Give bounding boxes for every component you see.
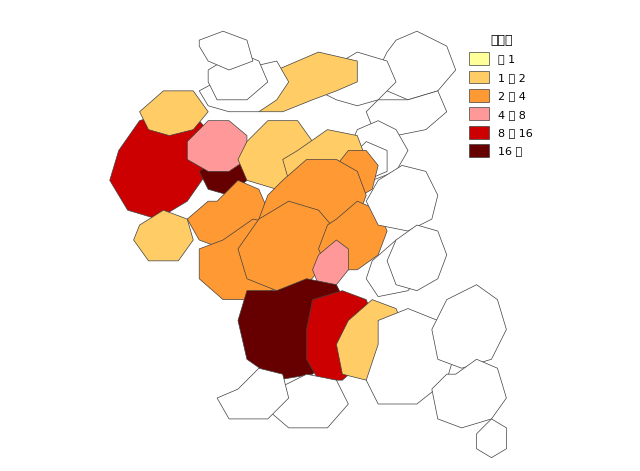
Polygon shape	[366, 165, 438, 231]
Polygon shape	[199, 219, 298, 300]
Polygon shape	[188, 180, 268, 249]
Polygon shape	[140, 91, 208, 136]
Polygon shape	[366, 309, 456, 404]
Polygon shape	[348, 142, 387, 180]
Polygon shape	[432, 359, 506, 428]
Polygon shape	[134, 210, 193, 261]
Polygon shape	[319, 52, 396, 106]
Polygon shape	[238, 121, 312, 189]
Polygon shape	[253, 52, 357, 112]
Polygon shape	[199, 151, 247, 195]
Polygon shape	[328, 151, 378, 201]
Polygon shape	[387, 225, 447, 291]
Polygon shape	[238, 201, 337, 291]
Polygon shape	[268, 374, 348, 428]
Polygon shape	[337, 300, 408, 380]
Polygon shape	[259, 160, 366, 249]
Polygon shape	[199, 31, 253, 70]
Polygon shape	[307, 291, 378, 380]
Polygon shape	[208, 52, 268, 100]
Polygon shape	[348, 121, 408, 180]
Polygon shape	[238, 279, 348, 380]
Polygon shape	[283, 130, 366, 195]
Polygon shape	[366, 240, 426, 297]
Polygon shape	[378, 31, 456, 100]
Polygon shape	[109, 112, 217, 219]
Polygon shape	[188, 121, 247, 171]
Polygon shape	[312, 240, 348, 284]
Polygon shape	[217, 368, 289, 419]
Legend: ～ 1, 1 ～ 2, 2 ～ 4, 4 ～ 8, 8 ～ 16, 16 ～: ～ 1, 1 ～ 2, 2 ～ 4, 4 ～ 8, 8 ～ 16, 16 ～	[466, 30, 536, 160]
Polygon shape	[477, 419, 506, 458]
Polygon shape	[432, 284, 506, 368]
Polygon shape	[319, 201, 387, 270]
Polygon shape	[199, 61, 289, 112]
Polygon shape	[366, 91, 447, 136]
